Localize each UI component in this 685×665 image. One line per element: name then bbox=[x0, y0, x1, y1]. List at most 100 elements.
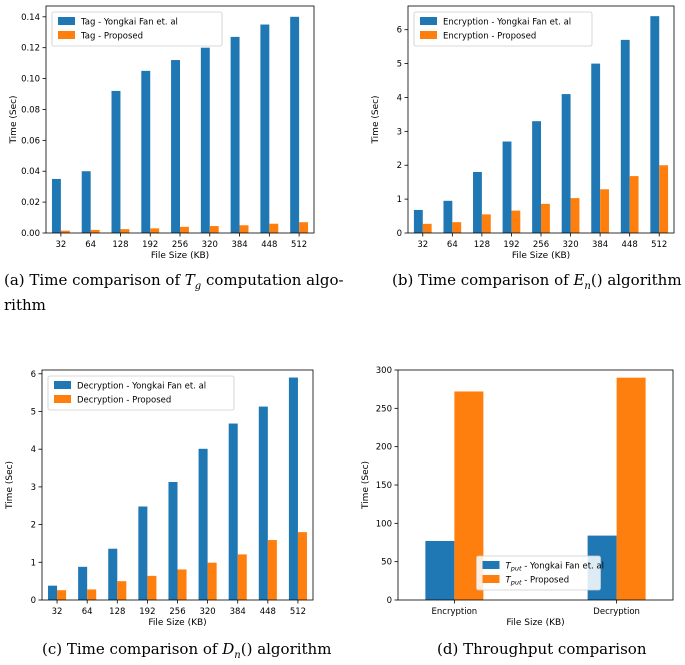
chart-b-svg: 0 1 2 3 4 5 6 32 64 128 192 256 320 384 448 512 File Siz… bbox=[371, 5, 675, 261]
bar-baseline-256 bbox=[532, 121, 541, 233]
legend-swatch bbox=[420, 17, 437, 25]
x-tick-label: 32 bbox=[417, 240, 428, 250]
caption-b-suffix: () algorithm bbox=[590, 271, 682, 289]
legend-swatch bbox=[482, 561, 500, 569]
bar-baseline-192 bbox=[141, 70, 151, 233]
x-tick-label: 512 bbox=[651, 240, 667, 250]
legend-swatch bbox=[54, 381, 71, 389]
caption-c: (c) Time comparison of Dn() algorithm bbox=[42, 640, 331, 665]
x-tick-label: 32 bbox=[55, 240, 66, 250]
caption-b-symbol: E bbox=[573, 271, 585, 289]
bar-baseline-384 bbox=[230, 36, 240, 233]
x-tick-label: 384 bbox=[230, 607, 246, 617]
caption-c-prefix: (c) Time comparison of bbox=[42, 640, 218, 658]
caption-d-prefix: (d) Throughput comparison bbox=[437, 640, 647, 658]
x-tick-label: 64 bbox=[85, 240, 96, 250]
y-tick-label: 4 bbox=[397, 93, 402, 103]
bar-proposed-256 bbox=[541, 203, 550, 233]
x-tick-label: 256 bbox=[533, 240, 549, 250]
caption-d: (d) Throughput comparison bbox=[437, 640, 646, 659]
bar-baseline-384 bbox=[228, 423, 238, 600]
caption-b: (b) Time comparison of En() algorithm bbox=[392, 271, 682, 296]
bar-proposed-320 bbox=[209, 226, 219, 233]
legend-label: Tag - Proposed bbox=[80, 32, 143, 42]
bar-proposed-256 bbox=[180, 226, 189, 233]
y-tick-label: 100 bbox=[376, 519, 392, 529]
y-tick-label: 0.02 bbox=[21, 198, 40, 208]
legend-swatch bbox=[420, 31, 437, 39]
bar-baseline-256 bbox=[168, 481, 178, 600]
x-axis-label: File Size (KB) bbox=[506, 618, 564, 628]
caption-a-line2: rithm bbox=[4, 296, 46, 314]
caption-c-symbol: D bbox=[222, 640, 235, 658]
bar-proposed-128 bbox=[120, 229, 130, 233]
bar-proposed-32 bbox=[60, 230, 70, 233]
x-tick-label: 320 bbox=[562, 240, 578, 250]
bar-proposed-384 bbox=[600, 189, 609, 233]
legend-label: Decryption - Proposed bbox=[77, 396, 171, 406]
y-tick-label: 0.14 bbox=[21, 13, 40, 23]
y-tick-label: 0.00 bbox=[21, 229, 40, 239]
legend-label: Tput - Proposed bbox=[506, 576, 570, 587]
bar-baseline-256 bbox=[171, 60, 180, 233]
caption-a: (a) Time comparison of Tg computation al… bbox=[4, 271, 344, 315]
y-tick-label: 250 bbox=[376, 404, 392, 414]
legend-box bbox=[413, 11, 593, 47]
bar-baseline-32 bbox=[48, 585, 58, 600]
legend-box bbox=[476, 555, 601, 591]
y-axis-label: Time (Sec) bbox=[5, 461, 15, 510]
x-tick-label: 448 bbox=[261, 240, 277, 250]
x-tick-label: 64 bbox=[82, 607, 93, 617]
caption-b-subscript: n bbox=[584, 281, 591, 292]
x-tick-label: 320 bbox=[199, 607, 215, 617]
caption-c-suffix: () algorithm bbox=[240, 640, 332, 658]
legend-box bbox=[47, 375, 235, 411]
legend-label: Decryption - Yongkai Fan et. al bbox=[77, 382, 206, 392]
y-tick-label: 0 bbox=[387, 596, 392, 606]
x-axis-label: File Size (KB) bbox=[148, 618, 206, 628]
chart-panel-b: 0 1 2 3 4 5 6 32 64 128 192 256 320 384 448 512 File Siz… bbox=[360, 0, 685, 320]
bar-baseline-32 bbox=[51, 178, 61, 233]
y-tick-label: 200 bbox=[376, 443, 392, 453]
y-axis-label: Time (Sec) bbox=[361, 461, 371, 510]
x-axis-label: File Size (KB) bbox=[512, 251, 570, 261]
bar-proposed-64 bbox=[87, 589, 97, 600]
bar-proposed-320 bbox=[207, 562, 217, 600]
x-tick-label: 256 bbox=[172, 240, 188, 250]
legend-label: Tag - Yongkai Fan et. al bbox=[80, 18, 178, 28]
legend-box bbox=[51, 11, 223, 47]
y-tick-label: 6 bbox=[31, 370, 36, 380]
x-tick-label: 192 bbox=[139, 607, 155, 617]
y-tick-label: 0.10 bbox=[21, 75, 40, 85]
x-tick-label: 384 bbox=[592, 240, 608, 250]
bar-baseline-64 bbox=[443, 200, 453, 233]
y-tick-label: 1 bbox=[31, 558, 36, 568]
bar-proposed-512 bbox=[299, 222, 309, 233]
x-tick-label: 320 bbox=[202, 240, 218, 250]
y-tick-label: 3 bbox=[397, 127, 402, 137]
x-tick-label: 192 bbox=[142, 240, 158, 250]
bar-proposed-192 bbox=[511, 210, 521, 233]
legend-label: Encryption - Proposed bbox=[443, 32, 536, 42]
bar-proposed-decryption bbox=[616, 377, 646, 600]
x-tick-label: 192 bbox=[503, 240, 519, 250]
bar-baseline-128 bbox=[473, 172, 482, 233]
caption-a-symbol: T bbox=[184, 271, 195, 289]
bar-baseline-512 bbox=[288, 377, 298, 600]
x-tick-label: Decryption bbox=[593, 607, 640, 617]
bar-baseline-192 bbox=[502, 141, 512, 233]
bar-proposed-64 bbox=[452, 222, 462, 233]
y-axis-label: Time (Sec) bbox=[371, 95, 381, 144]
caption-a-subscript: g bbox=[194, 281, 202, 292]
chart-d-svg: 0 50 100 150 200 250 300 Encryption Decryption Fi… bbox=[361, 366, 674, 628]
x-tick-label: 128 bbox=[109, 607, 125, 617]
y-tick-label: 5 bbox=[397, 60, 402, 70]
bar-proposed-320 bbox=[570, 198, 580, 233]
y-tick-label: 4 bbox=[31, 445, 36, 455]
y-tick-label: 5 bbox=[31, 407, 36, 417]
x-tick-label: 448 bbox=[260, 607, 276, 617]
legend-swatch bbox=[58, 31, 75, 39]
legend-swatch bbox=[482, 575, 500, 583]
chart-c-svg: 0 1 2 3 4 5 6 32 64 128 192 256 320 384 448 512 File Siz… bbox=[5, 369, 314, 628]
y-tick-label: 3 bbox=[31, 483, 36, 493]
